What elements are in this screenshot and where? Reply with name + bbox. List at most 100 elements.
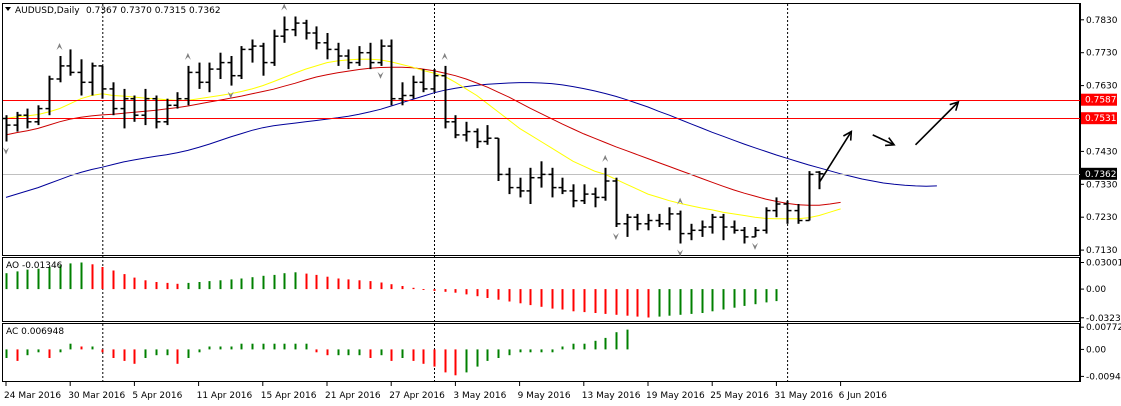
ohlc-bar[interactable] [612,177,621,227]
ohlc-bar[interactable] [66,49,75,76]
ohlc-bar[interactable] [537,161,546,188]
ohlc-bar[interactable] [387,39,396,106]
ohlc-bar[interactable] [730,220,739,234]
ohlc-bar[interactable] [109,82,118,116]
ohlc-bar[interactable] [13,111,22,132]
time-tick-label: 3 May 2016 [453,391,506,401]
price-tick-label: 0.7630 [1086,82,1118,92]
ohlc-bar[interactable] [569,184,578,208]
ohlc-bar[interactable] [280,16,289,43]
price-tick-label: 0.7430 [1086,147,1118,157]
ohlc-bar[interactable] [302,19,311,40]
ohlc-label: 0.7367 0.7370 0.7315 0.7362 [86,6,221,16]
forecast-arrow-icon[interactable] [818,130,853,184]
ohlc-bar[interactable] [227,56,236,86]
ohlc-bar[interactable] [494,137,503,181]
ohlc-bar[interactable] [152,95,161,129]
ohlc-bar[interactable] [216,52,225,79]
ohlc-bar[interactable] [334,42,343,66]
ohlc-bar[interactable] [794,204,803,224]
time-tick-label: 31 May 2016 [774,391,833,401]
ohlc-bar[interactable] [237,46,246,79]
ohlc-bar[interactable] [676,210,685,244]
ohlc-bar[interactable] [783,200,792,224]
ohlc-bar[interactable] [45,75,54,116]
ohlc-bar[interactable] [2,115,11,142]
ohlc-bar[interactable] [601,167,610,201]
ohlc-bar[interactable] [23,108,32,129]
ohlc-bar[interactable] [355,46,364,66]
ohlc-bar[interactable] [377,39,386,66]
ac-panel[interactable] [2,323,1080,382]
ohlc-bar[interactable] [687,223,696,241]
ohlc-bar[interactable] [483,125,492,145]
ohlc-bar[interactable] [526,167,535,204]
ohlc-bar[interactable] [88,62,97,96]
ohlc-bar[interactable] [644,213,653,231]
ohlc-bar[interactable] [56,56,65,83]
ohlc-bar[interactable] [815,171,824,190]
ohlc-bar[interactable] [505,167,514,195]
ohlc-bar[interactable] [163,98,172,126]
ao-panel[interactable] [2,257,1080,322]
ohlc-bar[interactable] [473,128,482,149]
ohlc-bar[interactable] [270,29,279,66]
level-price-box [1081,93,1117,106]
level-price-box [1081,112,1117,125]
ohlc-bar[interactable] [323,33,332,60]
ohlc-bar[interactable] [184,65,193,106]
ohlc-bar[interactable] [419,69,428,93]
ohlc-bar[interactable] [558,177,567,195]
ohlc-bar[interactable] [665,207,674,231]
ohlc-bar[interactable] [762,207,771,234]
ohlc-bar[interactable] [312,26,321,50]
ohlc-bar[interactable] [77,59,86,96]
ohlc-bar[interactable] [141,88,150,126]
ohlc-bar[interactable] [633,213,642,231]
ohlc-bar[interactable] [591,187,600,208]
ohlc-bars [2,16,824,244]
ohlc-bar[interactable] [366,42,375,70]
symbol-label: AUDUSD,Daily [15,6,80,16]
ohlc-bar[interactable] [451,115,460,139]
osc-tick-label: 0.00 [1086,345,1106,355]
ohlc-bar[interactable] [740,227,749,244]
ohlc-bar[interactable] [772,197,781,218]
ohlc-bar[interactable] [98,65,107,99]
ohlc-bar[interactable] [430,69,439,93]
ohlc-bar[interactable] [344,49,353,70]
forecast-arrow-icon[interactable] [914,100,960,146]
price-tick-label: 0.7830 [1086,16,1118,26]
ohlc-bar[interactable] [580,184,589,204]
ohlc-bar[interactable] [291,16,300,37]
ohlc-bar[interactable] [248,39,257,63]
dropdown-triangle-icon[interactable] [5,7,11,11]
ohlc-bar[interactable] [516,177,525,198]
forecast-arrow-icon[interactable] [872,134,896,147]
ohlc-bar[interactable] [398,82,407,106]
ohlc-bar[interactable] [259,42,268,76]
ohlc-bar[interactable] [719,213,728,241]
ohlc-bar[interactable] [195,62,204,89]
ohlc-bar[interactable] [205,62,214,93]
ohlc-bar[interactable] [623,213,632,237]
fractal-up-icon [56,42,63,50]
ohlc-bar[interactable] [708,213,717,234]
ohlc-bar[interactable] [409,75,418,99]
fractal-up-icon [184,52,191,60]
time-tick-label: 30 Mar 2016 [68,391,125,401]
ohlc-bar[interactable] [751,227,760,238]
ohlc-bar[interactable] [441,65,450,129]
ohlc-bar[interactable] [698,220,707,237]
ohlc-bar[interactable] [805,171,814,222]
ohlc-bar[interactable] [173,92,182,109]
ohlc-bar[interactable] [120,88,129,129]
arrow-head [949,100,960,111]
ohlc-bar[interactable] [548,167,557,198]
ohlc-bar[interactable] [130,95,139,122]
ohlc-bar[interactable] [34,105,43,126]
ohlc-bar[interactable] [655,213,664,227]
price-panel[interactable] [2,3,1080,256]
ohlc-bar[interactable] [462,121,471,142]
